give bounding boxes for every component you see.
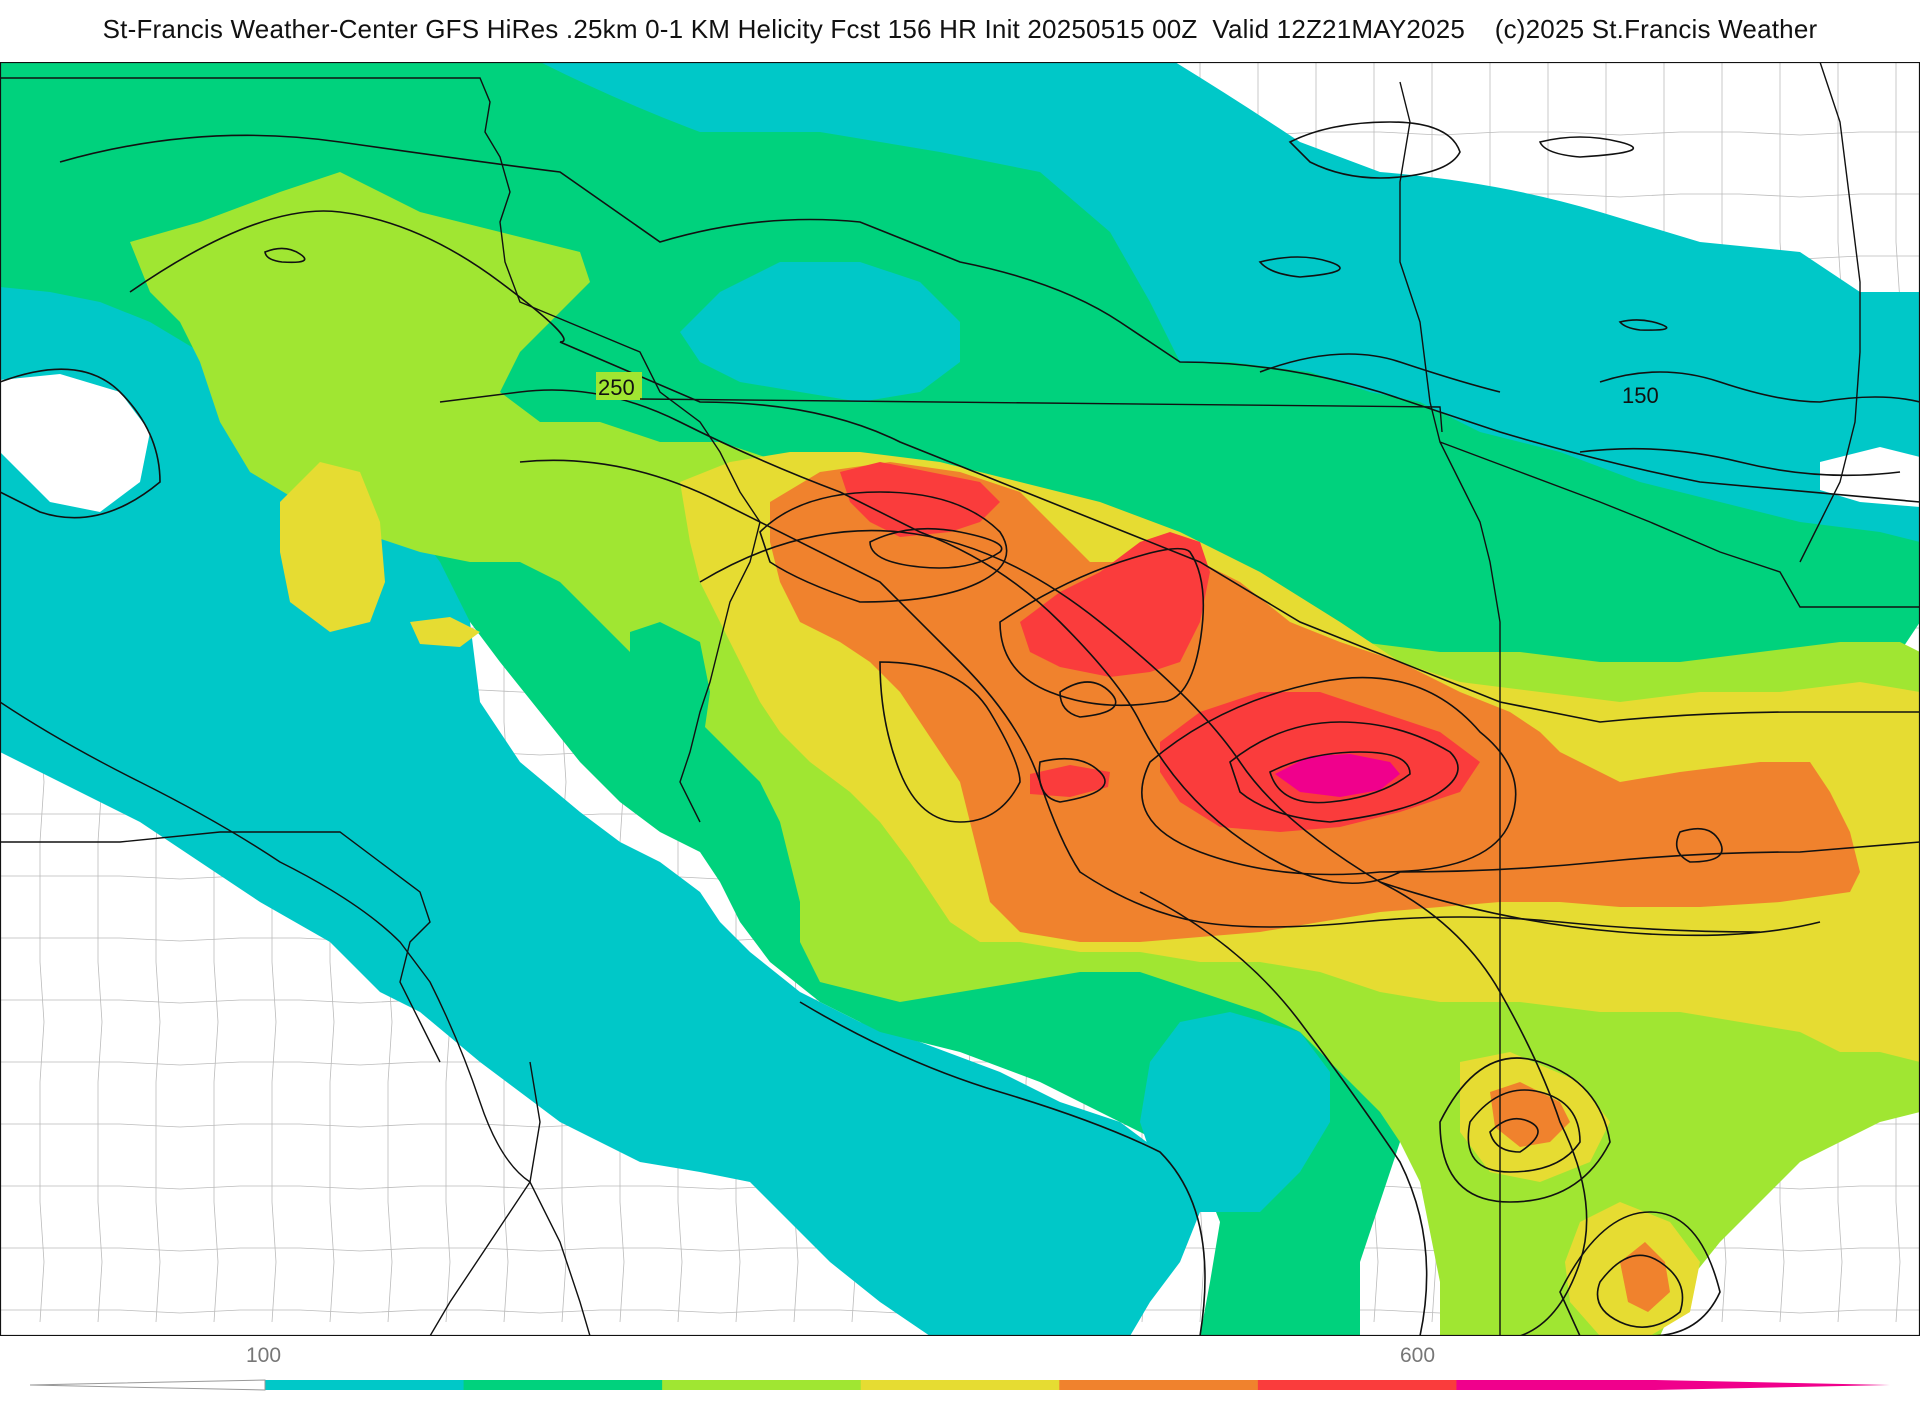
contour-label-150: 150: [1622, 383, 1659, 408]
fill-orange-pocket-south-a: [1490, 1082, 1570, 1147]
fill-red-2: [1020, 532, 1210, 677]
colorbar: [0, 1336, 1920, 1400]
fill-red-1: [840, 462, 1000, 537]
colorbar-segment: [265, 1380, 465, 1390]
fill-yellow-pocket-west: [280, 462, 385, 632]
helicity-map: 250 150: [0, 62, 1920, 1336]
colorbar-segment: [1257, 1380, 1457, 1390]
colorbar-segment: [463, 1380, 663, 1390]
colorbar-left-arrow: [29, 1379, 266, 1391]
fill-magenta-max: [1275, 754, 1400, 797]
fill-green-pocket-west: [630, 622, 710, 802]
contour-label-250: 250: [598, 375, 635, 400]
fill-red-4: [1030, 765, 1110, 797]
colorbar-segment: [860, 1380, 1060, 1390]
state-borders: [0, 62, 1920, 1336]
fill-cyan-pocket-north: [680, 262, 960, 402]
colorbar-tick-100: 100: [246, 1344, 282, 1367]
fill-cyan-pocket-south: [1140, 1012, 1330, 1212]
fill-yellow-pocket-west-small: [410, 617, 480, 647]
colorbar-tick-600: 600: [1400, 1344, 1436, 1367]
colorbar-segment: [662, 1380, 862, 1390]
no-data-pocket-west: [0, 374, 150, 512]
fill-orange-pocket-south-b: [1620, 1242, 1670, 1312]
colorbar-segments: [265, 1380, 1656, 1390]
colorbar-right-arrow: [1655, 1380, 1890, 1390]
colorbar-segment: [1059, 1380, 1259, 1390]
chart-title: St-Francis Weather-Center GFS HiRes .25k…: [102, 14, 1818, 44]
colorbar-segment: [1456, 1380, 1656, 1390]
map-canvas: 250 150: [0, 62, 1920, 1336]
